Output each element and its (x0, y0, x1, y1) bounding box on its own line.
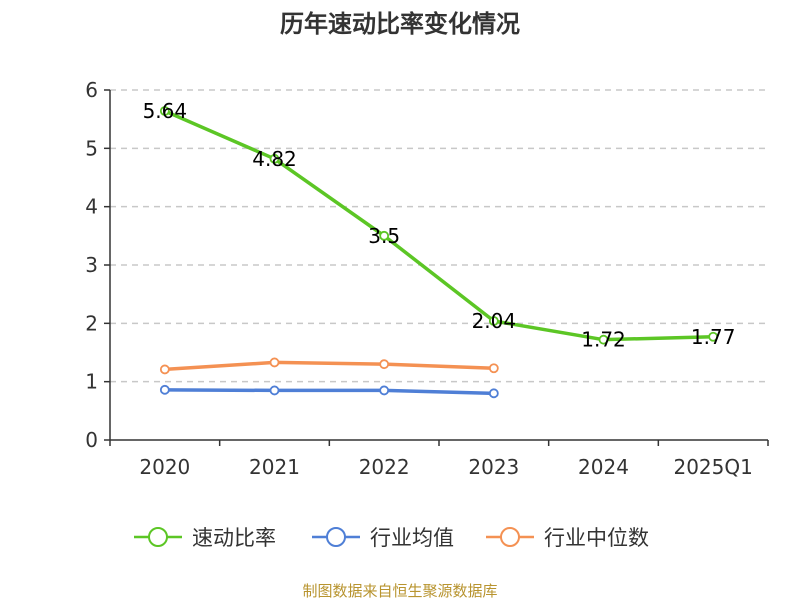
data-point (379, 359, 390, 370)
y-tick-label: 0 (85, 428, 98, 452)
series-line-2 (163, 360, 496, 372)
series-line-0 (163, 109, 715, 342)
legend-marker-icon (326, 527, 346, 547)
data-point (159, 106, 170, 116)
data-point (598, 334, 609, 345)
legend-label: 行业中位数 (544, 526, 649, 550)
source-note: 制图数据来自恒生聚源数据库 (302, 582, 497, 600)
legend-label: 行业均值 (370, 526, 454, 550)
data-label: 2.04 (472, 309, 517, 333)
legend-marker-icon (148, 527, 168, 547)
x-tick-label: 2023 (468, 455, 519, 479)
series-lines (159, 106, 719, 399)
data-labels: 5.64 4.82 3.5 2.04 1.72 1.77 (143, 99, 736, 352)
legend-item-2[interactable]: 行业中位数 (486, 526, 649, 550)
data-point (379, 230, 390, 241)
y-tick-label: 5 (85, 136, 98, 160)
legend-item-1[interactable]: 行业均值 (312, 526, 454, 550)
y-tick-label: 2 (85, 311, 98, 335)
data-point (488, 388, 499, 399)
legend-item-0[interactable]: 速动比率 (134, 526, 276, 550)
legend[interactable]: 速动比率 行业均值 行业中位数 (134, 526, 649, 550)
y-tick-label: 6 (85, 78, 98, 102)
legend-marker-icon (500, 527, 520, 547)
y-tick-label: 1 (85, 370, 98, 394)
y-tick-label: 4 (85, 195, 98, 219)
data-point (159, 384, 170, 395)
axes: 0 1 2 3 4 5 6 2020 2021 2022 2023 2024 2025Q1 (85, 78, 769, 479)
legend-label: 速动比率 (192, 526, 276, 550)
x-tick-label: 2025Q1 (673, 455, 752, 479)
x-tick-label: 2020 (139, 455, 190, 479)
y-tick-label: 3 (85, 253, 98, 277)
data-label: 3.5 (368, 224, 400, 248)
data-point (379, 385, 390, 396)
data-point (488, 316, 499, 326)
data-point (159, 364, 170, 375)
data-point (488, 363, 499, 374)
series-line-1 (163, 388, 496, 396)
x-tick-label: 2021 (249, 455, 300, 479)
data-point (269, 153, 280, 164)
data-label: 5.64 (143, 99, 188, 123)
x-tick-label: 2022 (359, 455, 410, 479)
data-label: 1.77 (691, 325, 736, 349)
data-point (269, 385, 280, 396)
data-label: 1.72 (581, 328, 626, 352)
data-point (708, 331, 719, 342)
x-tick-label: 2024 (578, 455, 629, 479)
data-label: 4.82 (252, 147, 297, 171)
data-point (269, 357, 280, 368)
chart-title: 历年速动比率变化情况 (280, 10, 520, 38)
